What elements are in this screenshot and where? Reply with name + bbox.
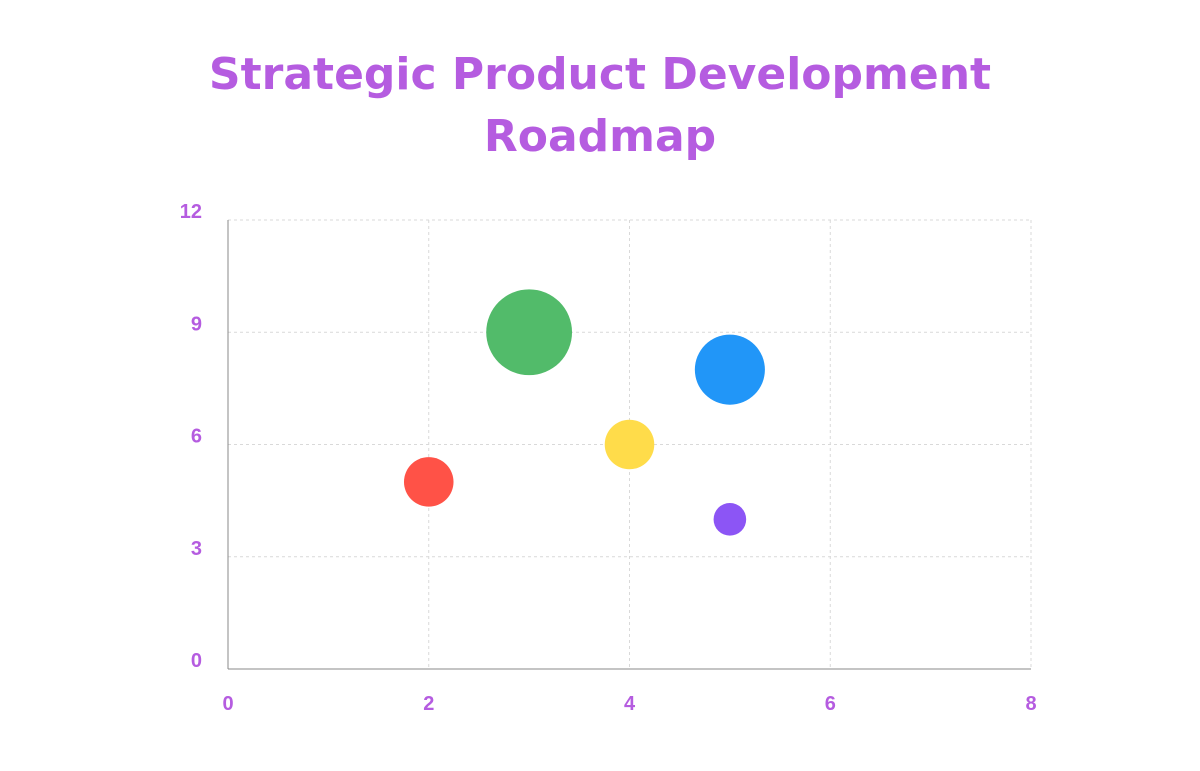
y-tick-label-9: 9 xyxy=(191,313,202,335)
data-point-2 xyxy=(486,289,573,376)
x-tick-label-0: 0 xyxy=(222,693,233,715)
y-tick-label-0: 0 xyxy=(191,650,202,672)
x-tick-label-4: 4 xyxy=(624,693,636,715)
data-point-5 xyxy=(713,503,747,536)
tick-labels: 0 2 4 6 8 0 3 6 9 12 xyxy=(180,201,1037,715)
data-point-1 xyxy=(403,457,454,507)
x-tick-label-2: 2 xyxy=(423,693,434,715)
chart-title-line-1: Strategic Product Development xyxy=(208,49,992,100)
data-point-4 xyxy=(694,334,765,405)
y-tick-label-3: 3 xyxy=(191,538,202,560)
data-points xyxy=(403,289,765,536)
grid-lines xyxy=(228,219,1032,669)
x-tick-label-8: 8 xyxy=(1025,693,1036,715)
chart-title: Strategic Product Development Roadmap xyxy=(0,44,1200,168)
axes xyxy=(227,220,1031,670)
data-point-3 xyxy=(604,419,655,470)
y-tick-label-6: 6 xyxy=(191,426,202,448)
y-tick-label-12: 12 xyxy=(180,201,202,223)
chart-title-line-2: Roadmap xyxy=(483,111,717,162)
x-tick-label-6: 6 xyxy=(825,693,836,715)
